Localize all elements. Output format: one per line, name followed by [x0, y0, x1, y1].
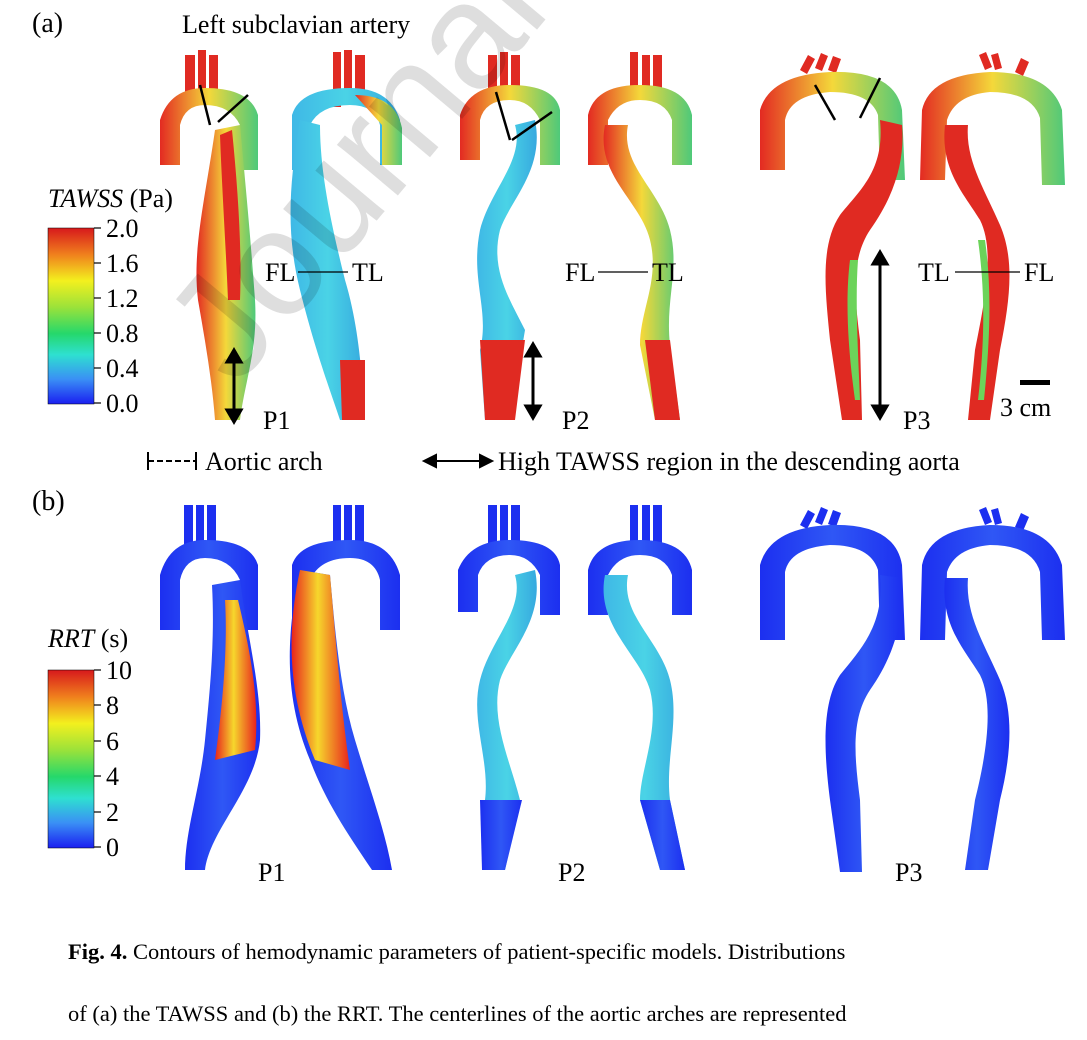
left-subclavian-annotation: Left subclavian artery: [182, 10, 411, 39]
figure-number: Fig. 4.: [68, 939, 128, 964]
tawss-tick-0: 2.0: [106, 214, 139, 243]
legend-high-tawss: High TAWSS region in the descending aort…: [498, 447, 960, 476]
scale-bar: [1020, 380, 1050, 385]
panel-b-patient-p3: P3: [895, 858, 923, 887]
panel-a-label: (a): [32, 8, 64, 39]
tawss-tick-1: 1.6: [106, 249, 139, 278]
p2-label-fl: FL: [565, 258, 596, 287]
legend-symbols: [147, 452, 495, 470]
rrt-colorbar: [47, 669, 101, 849]
p3-label-tl: TL: [918, 258, 950, 287]
panel-a-patient-p2: P2: [562, 406, 590, 435]
p1-rrt-view2: [289, 505, 400, 870]
legend-aortic-arch: Aortic arch: [205, 447, 323, 476]
rrt-tick-4: 2: [106, 798, 119, 827]
scale-bar-label: 3 cm: [1000, 393, 1052, 422]
rrt-tick-5: 0: [106, 833, 119, 862]
p2-tawss-view2: [588, 52, 692, 420]
panel-a-patient-p3: P3: [903, 406, 931, 435]
rrt-tick-1: 8: [106, 691, 119, 720]
panel-b-patient-p1: P1: [258, 858, 286, 887]
figure-caption-line1: Fig. 4. Contours of hemodynamic paramete…: [68, 939, 1058, 964]
p3-tawss-view2: [920, 52, 1065, 420]
tawss-tick-4: 0.4: [106, 354, 139, 383]
p1-tawss-view2: [290, 50, 402, 420]
p3-tawss-view1: [760, 53, 905, 420]
tawss-colorbar-title: TAWSS (Pa): [48, 186, 173, 212]
rrt-title-unit: (s): [100, 624, 129, 653]
p3-label-fl: FL: [1024, 258, 1055, 287]
tawss-title-unit: (Pa): [129, 184, 173, 213]
rrt-title-var: RRT: [48, 624, 95, 653]
p3-rrt-view1: [760, 507, 905, 872]
tawss-colorbar: [47, 227, 101, 405]
panel-b-label: (b): [32, 486, 65, 517]
p2-label-tl: TL: [652, 258, 684, 287]
p1-rrt-view1: [160, 505, 261, 870]
caption-text-1: Contours of hemodynamic parameters of pa…: [127, 939, 846, 964]
p2-rrt-view2: [588, 505, 692, 870]
rrt-tick-0: 10: [106, 656, 132, 685]
p1-label-fl: FL: [265, 258, 296, 287]
rrt-tick-2: 6: [106, 727, 119, 756]
p2-rrt-view1: [458, 505, 560, 870]
tawss-tick-3: 0.8: [106, 319, 139, 348]
p1-label-tl: TL: [352, 258, 384, 287]
high-tawss-arrows: [224, 249, 890, 425]
panel-a-patient-p1: P1: [263, 406, 291, 435]
tawss-tick-2: 1.2: [106, 284, 139, 313]
panel-b-patient-p2: P2: [558, 858, 586, 887]
p2-tawss-view1: [460, 52, 560, 420]
tawss-title-var: TAWSS: [48, 184, 124, 213]
p1-tawss-view1: [160, 50, 258, 420]
figure-caption-line2: of (a) the TAWSS and (b) the RRT. The ce…: [68, 1001, 1058, 1026]
rrt-colorbar-title: RRT (s): [48, 626, 128, 652]
caption-text-2: of (a) the TAWSS and (b) the RRT. The ce…: [68, 1001, 847, 1026]
tawss-tick-5: 0.0: [106, 389, 139, 418]
p3-rrt-view2: [920, 507, 1065, 870]
rrt-tick-3: 4: [106, 762, 119, 791]
